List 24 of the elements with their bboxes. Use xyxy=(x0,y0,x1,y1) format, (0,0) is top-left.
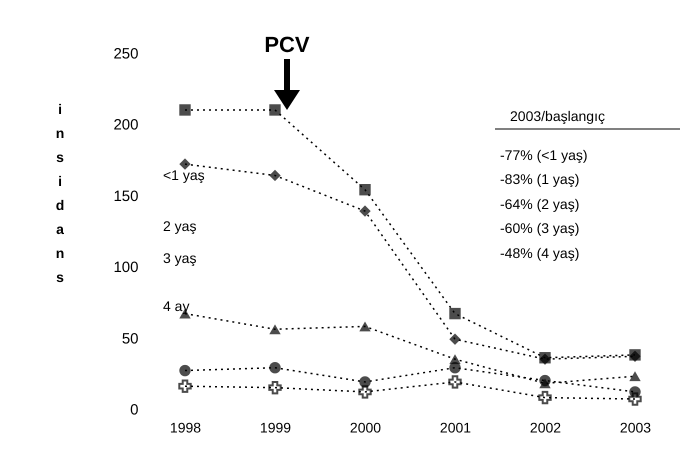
annotation: 2003/başlangıç xyxy=(510,108,605,124)
x-tick-label: 2002 xyxy=(530,420,562,436)
x-tick-label: 2001 xyxy=(440,420,472,436)
annotation: PCV xyxy=(264,32,310,57)
annotation: -60% (3 yaş) xyxy=(500,220,580,236)
y-tick-label: 50 xyxy=(122,330,138,348)
annotation: -64% (2 yaş) xyxy=(500,196,580,212)
annotation: -83% (1 yaş) xyxy=(500,171,580,187)
annotation: -48% (4 yaş) xyxy=(500,245,580,261)
annotation: 4 ay xyxy=(163,298,190,314)
annotation: <1 yaş xyxy=(163,167,205,183)
annotation: 3 yaş xyxy=(163,250,196,266)
x-tick-label: 1998 xyxy=(170,420,202,436)
y-tick-label: 250 xyxy=(113,46,138,62)
y-tick-label: 150 xyxy=(113,188,138,205)
x-tick-label: 2000 xyxy=(350,420,382,436)
y-tick-label: 100 xyxy=(113,259,138,276)
y-tick-label: 0 xyxy=(130,402,138,418)
x-tick-label: 2003 xyxy=(620,420,652,436)
y-axis-title: insidans xyxy=(56,101,64,285)
x-tick-label: 1999 xyxy=(260,420,292,436)
annotation: 2 yaş xyxy=(163,218,196,234)
y-tick-label: 200 xyxy=(113,116,138,134)
annotation: -77% (<1 yaş) xyxy=(500,147,588,163)
